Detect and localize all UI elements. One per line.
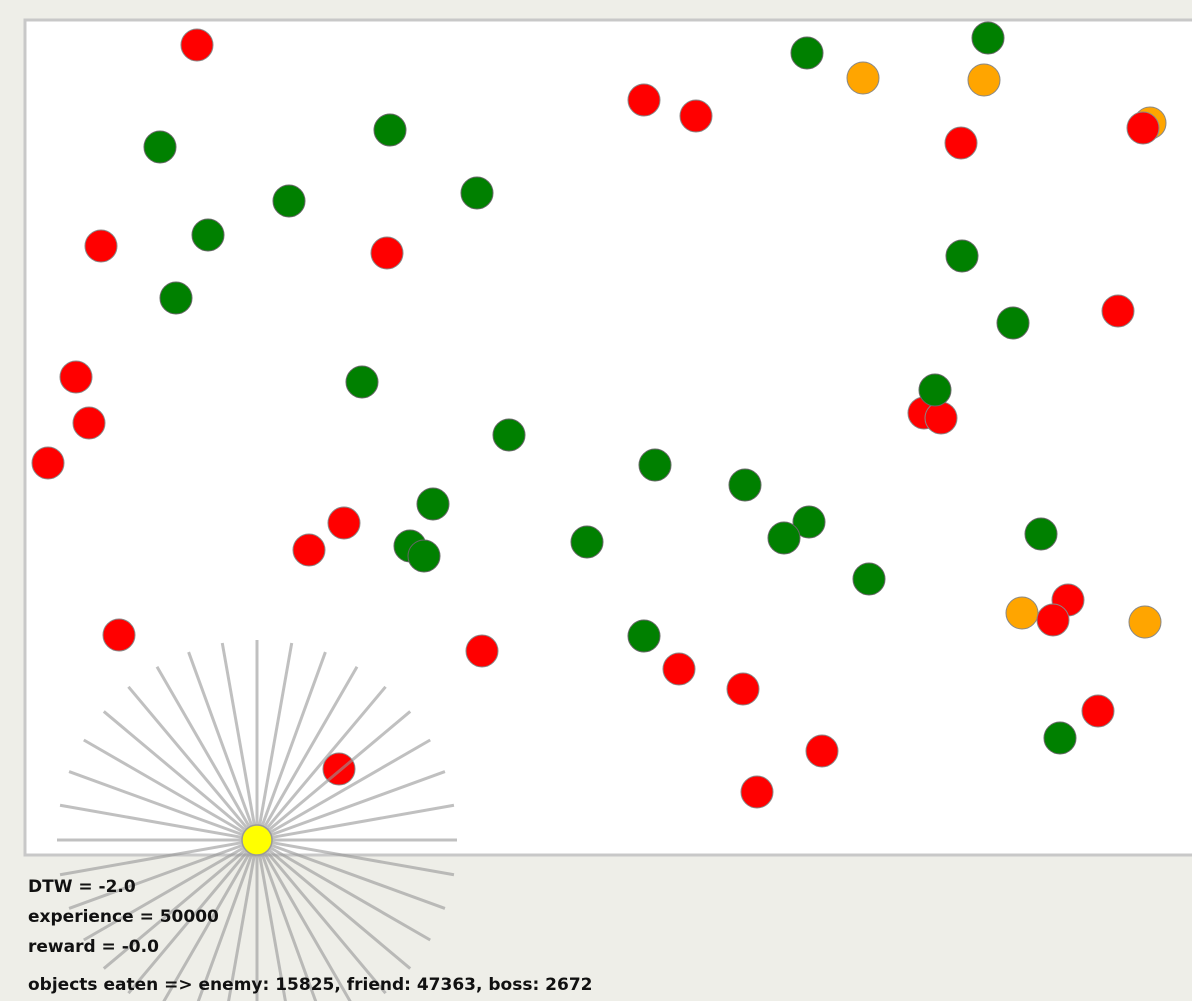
friend xyxy=(791,37,823,69)
friend xyxy=(1025,518,1057,550)
friend xyxy=(273,185,305,217)
boss xyxy=(847,62,879,94)
boss xyxy=(968,64,1000,96)
enemy xyxy=(741,776,773,808)
friend xyxy=(768,522,800,554)
status-line: objects eaten => enemy: 15825, friend: 4… xyxy=(28,975,593,995)
enemy xyxy=(680,100,712,132)
friend xyxy=(417,488,449,520)
enemy xyxy=(293,534,325,566)
world-canvas xyxy=(25,20,1192,855)
enemy xyxy=(371,237,403,269)
enemy xyxy=(1037,604,1069,636)
friend xyxy=(571,526,603,558)
friend xyxy=(346,366,378,398)
friend xyxy=(997,307,1029,339)
enemy xyxy=(328,507,360,539)
enemy xyxy=(466,635,498,667)
boss xyxy=(1129,606,1161,638)
enemy xyxy=(73,407,105,439)
enemy xyxy=(103,619,135,651)
enemy xyxy=(1127,112,1159,144)
friend xyxy=(160,282,192,314)
game-view: DTW = -2.0 experience = 50000 reward = -… xyxy=(0,0,1192,1001)
enemy xyxy=(1082,695,1114,727)
friend xyxy=(639,449,671,481)
status-line: reward = -0.0 xyxy=(28,937,159,957)
friend xyxy=(192,219,224,251)
friend xyxy=(1044,722,1076,754)
enemy xyxy=(181,29,213,61)
enemy xyxy=(945,127,977,159)
enemy xyxy=(85,230,117,262)
enemy xyxy=(628,84,660,116)
friend xyxy=(729,469,761,501)
enemy xyxy=(32,447,64,479)
agent xyxy=(242,825,272,855)
friend xyxy=(919,374,951,406)
enemy xyxy=(806,735,838,767)
enemy xyxy=(925,402,957,434)
enemy xyxy=(663,653,695,685)
boss xyxy=(1006,597,1038,629)
friend xyxy=(628,620,660,652)
friend xyxy=(946,240,978,272)
friend xyxy=(374,114,406,146)
enemy xyxy=(60,361,92,393)
friend xyxy=(493,419,525,451)
page: DTW = -2.0 experience = 50000 reward = -… xyxy=(0,0,1192,1001)
friend xyxy=(853,563,885,595)
enemy xyxy=(727,673,759,705)
friend xyxy=(144,131,176,163)
friend xyxy=(408,540,440,572)
friend xyxy=(461,177,493,209)
status-line: DTW = -2.0 xyxy=(28,877,136,897)
enemy xyxy=(1102,295,1134,327)
friend xyxy=(972,22,1004,54)
status-line: experience = 50000 xyxy=(28,907,219,927)
